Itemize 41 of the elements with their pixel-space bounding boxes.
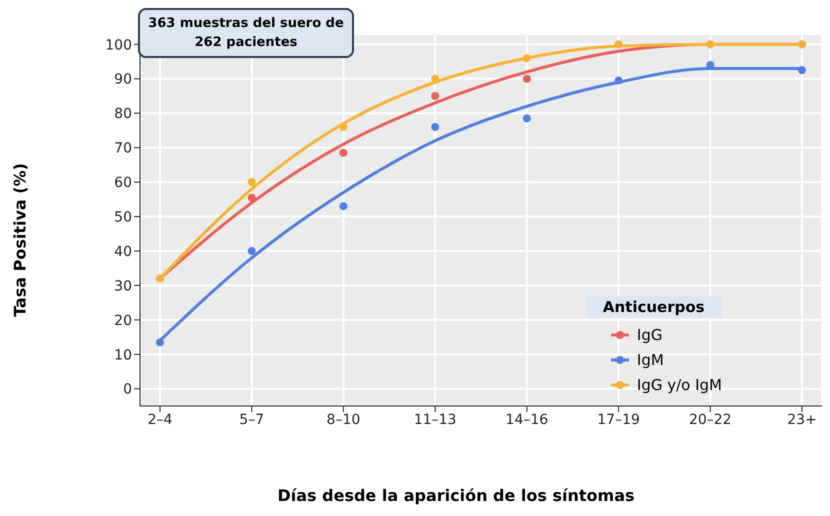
point [248, 194, 256, 202]
x-tick-label: 23+ [787, 412, 817, 428]
x-tick-label: 5–7 [239, 412, 264, 428]
point [248, 247, 256, 255]
y-tick-label: 0 [123, 382, 132, 398]
y-tick-label: 50 [114, 210, 132, 226]
legend-label: IgG y/o IgM [636, 376, 722, 394]
y-tick-label: 80 [114, 106, 132, 122]
x-tick-label: 11–13 [414, 412, 456, 428]
y-tick-label: 100 [105, 37, 132, 54]
x-axis-title: Días desde la aparición de los síntomas [276, 486, 636, 505]
point [339, 148, 348, 157]
y-tick-label: 10 [114, 347, 132, 364]
point [614, 76, 623, 84]
x-tick-label: 20–22 [688, 412, 732, 428]
annotation: 363 muestras del suero de 262 pacientes [138, 8, 354, 58]
x-tick-label: 8–10 [326, 412, 360, 428]
point [522, 114, 531, 122]
legend-label: IgG [636, 326, 662, 344]
x-tick-label: 14–16 [506, 412, 548, 428]
point [431, 123, 440, 131]
point [339, 123, 348, 131]
point [156, 338, 164, 346]
point [522, 54, 531, 62]
point [522, 74, 531, 83]
point [431, 92, 440, 100]
point [248, 178, 256, 186]
point [431, 74, 440, 83]
legend-title: Anticuerpos [586, 296, 722, 318]
y-axis-title: Tasa Positiva (%) [10, 163, 30, 317]
y-tick-label: 70 [114, 140, 132, 157]
point [798, 66, 806, 74]
x-tick-label: 17–19 [597, 412, 640, 428]
y-tick-label: 60 [114, 175, 132, 192]
legend-label: IgM [636, 350, 664, 368]
x-tick-label: 2–4 [148, 412, 172, 428]
y-tick-label: 40 [114, 244, 132, 260]
y-tick-label: 30 [114, 278, 132, 294]
point [339, 202, 348, 210]
y-tick-label: 90 [114, 72, 132, 88]
y-tick-label: 20 [114, 312, 132, 329]
